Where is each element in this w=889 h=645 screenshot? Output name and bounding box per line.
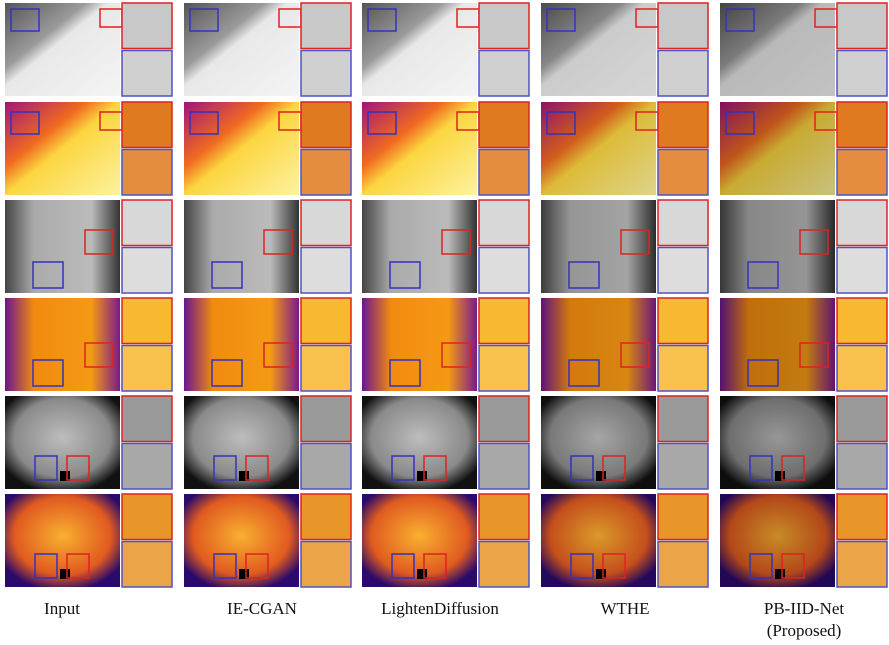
zoom-inset	[837, 200, 887, 246]
zoom-inset	[658, 200, 708, 246]
zoom-inset	[301, 542, 351, 588]
zoom-inset	[122, 298, 172, 344]
zoom-inset	[837, 494, 887, 540]
zoom-inset	[122, 248, 172, 294]
zoom-inset	[479, 444, 529, 490]
zoom-inset	[122, 542, 172, 588]
zoom-inset	[122, 396, 172, 442]
image-panel	[362, 102, 477, 195]
zoom-inset	[479, 200, 529, 246]
zoom-inset	[122, 346, 172, 392]
zoom-inset	[658, 346, 708, 392]
zoom-inset	[479, 346, 529, 392]
zoom-inset	[658, 150, 708, 196]
zoom-inset	[122, 200, 172, 246]
zoom-inset	[658, 3, 708, 49]
zoom-inset	[837, 3, 887, 49]
contrast-overlay	[720, 3, 835, 96]
zoom-inset	[301, 248, 351, 294]
zoom-inset	[658, 298, 708, 344]
zoom-inset	[479, 494, 529, 540]
image-panel	[184, 102, 299, 195]
contrast-overlay	[720, 102, 835, 195]
column-label: Input	[0, 598, 137, 620]
figure: Input IE-CGAN LightenDiffusion WTHE PB-I…	[0, 0, 889, 645]
zoom-inset	[837, 396, 887, 442]
zoom-inset	[122, 3, 172, 49]
zoom-inset	[479, 396, 529, 442]
zoom-inset	[658, 542, 708, 588]
zoom-inset	[479, 298, 529, 344]
zoom-inset	[658, 248, 708, 294]
image-panel	[5, 102, 120, 195]
zoom-inset	[837, 248, 887, 294]
image-panel	[5, 3, 120, 96]
zoom-inset	[301, 150, 351, 196]
zoom-inset	[301, 51, 351, 97]
zoom-inset	[301, 396, 351, 442]
zoom-inset	[479, 51, 529, 97]
zoom-inset	[837, 444, 887, 490]
image-panel	[362, 3, 477, 96]
zoom-inset	[301, 200, 351, 246]
zoom-inset	[658, 396, 708, 442]
zoom-inset	[479, 542, 529, 588]
zoom-inset	[837, 150, 887, 196]
zoom-inset	[658, 494, 708, 540]
zoom-inset	[837, 51, 887, 97]
column-label: PB-IID-Net (Proposed)	[729, 598, 879, 642]
zoom-inset	[301, 494, 351, 540]
zoom-inset	[122, 150, 172, 196]
zoom-inset	[837, 346, 887, 392]
zoom-inset	[479, 102, 529, 148]
image-panel	[184, 3, 299, 96]
zoom-inset	[479, 150, 529, 196]
contrast-overlay	[541, 3, 656, 96]
zoom-inset	[658, 444, 708, 490]
zoom-inset	[122, 102, 172, 148]
zoom-inset	[837, 102, 887, 148]
zoom-inset	[658, 102, 708, 148]
zoom-inset	[479, 248, 529, 294]
contrast-overlay	[541, 102, 656, 195]
zoom-inset	[301, 346, 351, 392]
zoom-inset	[658, 51, 708, 97]
column-label: IE-CGAN	[187, 598, 337, 620]
zoom-inset	[301, 3, 351, 49]
image-grid	[0, 0, 889, 590]
zoom-inset	[837, 298, 887, 344]
zoom-inset	[122, 444, 172, 490]
zoom-inset	[479, 3, 529, 49]
zoom-inset	[301, 444, 351, 490]
zoom-inset	[301, 298, 351, 344]
column-label: WTHE	[550, 598, 700, 620]
zoom-inset	[837, 542, 887, 588]
zoom-inset	[122, 494, 172, 540]
zoom-inset	[301, 102, 351, 148]
zoom-inset	[122, 51, 172, 97]
column-label: LightenDiffusion	[365, 598, 515, 620]
